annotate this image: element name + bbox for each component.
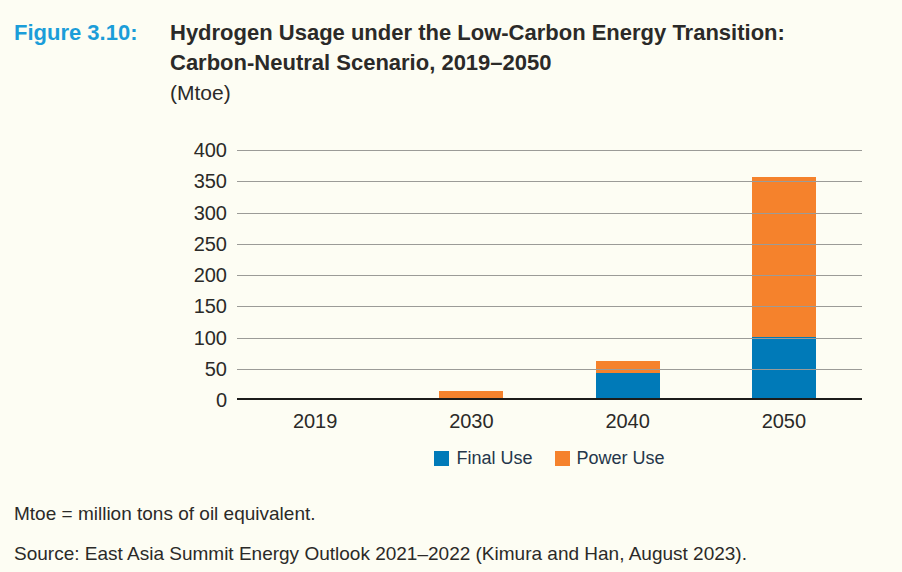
y-tick-200: 200 (180, 263, 227, 287)
bar-slots (237, 150, 862, 398)
x-tick-2040: 2040 (550, 410, 706, 433)
bar-segment-power-use-2030 (439, 391, 503, 399)
figure-page: Figure 3.10: Hydrogen Usage under the Lo… (0, 0, 902, 572)
bar-slot-2050 (706, 150, 862, 398)
figure-title-line1: Hydrogen Usage under the Low-Carbon Ener… (170, 18, 785, 48)
legend-swatch-power-use (555, 451, 570, 466)
bar-segment-power-use-2040 (596, 361, 660, 374)
x-tick-2030: 2030 (393, 410, 549, 433)
footnote-mtoe: Mtoe = million tons of oil equivalent. (14, 503, 316, 525)
legend-label-power-use: Power Use (577, 448, 665, 469)
bar-2030 (439, 391, 503, 399)
legend-item-final-use: Final Use (434, 448, 532, 469)
plot-area (237, 150, 862, 400)
gridline-350 (237, 181, 862, 182)
bar-slot-2019 (237, 150, 393, 398)
gridline-200 (237, 275, 862, 276)
gridline-300 (237, 213, 862, 214)
gridline-250 (237, 244, 862, 245)
bar-segment-final-use-2040 (596, 373, 660, 398)
bar-2040 (596, 361, 660, 399)
gridline-400 (237, 150, 862, 151)
footnote-source: Source: East Asia Summit Energy Outlook … (14, 543, 747, 565)
legend: Final Use Power Use (237, 448, 862, 469)
gridline-100 (237, 338, 862, 339)
y-tick-150: 150 (180, 294, 227, 318)
bar-2050 (752, 177, 816, 398)
y-tick-250: 250 (180, 232, 227, 256)
bar-slot-2030 (393, 150, 549, 398)
y-tick-350: 350 (180, 169, 227, 193)
chart: 050100150200250300350400 (180, 150, 862, 400)
x-tick-2019: 2019 (237, 410, 393, 433)
y-axis: 050100150200250300350400 (180, 150, 237, 400)
figure-unit: (Mtoe) (170, 78, 785, 108)
figure-title: Hydrogen Usage under the Low-Carbon Ener… (170, 18, 785, 108)
x-tick-2050: 2050 (706, 410, 862, 433)
bar-slot-2040 (550, 150, 706, 398)
legend-swatch-final-use (434, 451, 449, 466)
figure-label: Figure 3.10: (14, 18, 170, 48)
y-tick-300: 300 (180, 201, 227, 225)
gridline-150 (237, 306, 862, 307)
y-tick-100: 100 (180, 326, 227, 350)
y-tick-400: 400 (180, 138, 227, 162)
y-tick-50: 50 (180, 357, 227, 381)
legend-item-power-use: Power Use (555, 448, 665, 469)
gridline-50 (237, 369, 862, 370)
bar-segment-power-use-2050 (752, 177, 816, 336)
figure-title-line2: Carbon-Neutral Scenario, 2019–2050 (170, 48, 785, 78)
y-tick-0: 0 (180, 388, 227, 412)
legend-label-final-use: Final Use (456, 448, 532, 469)
x-axis: 2019203020402050 (237, 410, 862, 433)
bar-segment-final-use-2050 (752, 337, 816, 398)
figure-header: Figure 3.10: Hydrogen Usage under the Lo… (14, 18, 785, 108)
